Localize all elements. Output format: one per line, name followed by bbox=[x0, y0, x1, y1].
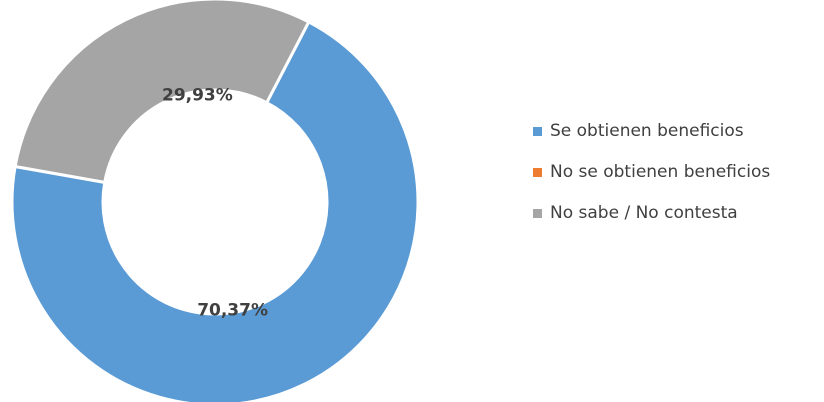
data-label-0: 70,37% bbox=[197, 301, 268, 321]
donut-data-labels: 70,37% 29,93% bbox=[162, 85, 268, 320]
legend-swatch bbox=[533, 208, 542, 218]
donut-slice-2 bbox=[13, 0, 311, 185]
legend-swatch bbox=[533, 167, 542, 177]
legend-label: Se obtienen beneficios bbox=[550, 121, 744, 141]
donut-slice-0 bbox=[10, 19, 420, 402]
chart-legend: Se obtienen beneficios No se obtienen be… bbox=[533, 116, 824, 239]
legend-swatch bbox=[533, 126, 542, 136]
legend-item-se-obtienen-beneficios: Se obtienen beneficios bbox=[533, 116, 824, 146]
donut-slices bbox=[10, 0, 420, 402]
legend-item-no-se-obtienen-beneficios: No se obtienen beneficios bbox=[533, 157, 824, 187]
legend-item-no-sabe-no-contesta: No sabe / No contesta bbox=[533, 198, 824, 228]
data-label-2: 29,93% bbox=[162, 85, 233, 105]
legend-label: No sabe / No contesta bbox=[550, 203, 738, 223]
legend-label: No se obtienen beneficios bbox=[550, 162, 771, 182]
